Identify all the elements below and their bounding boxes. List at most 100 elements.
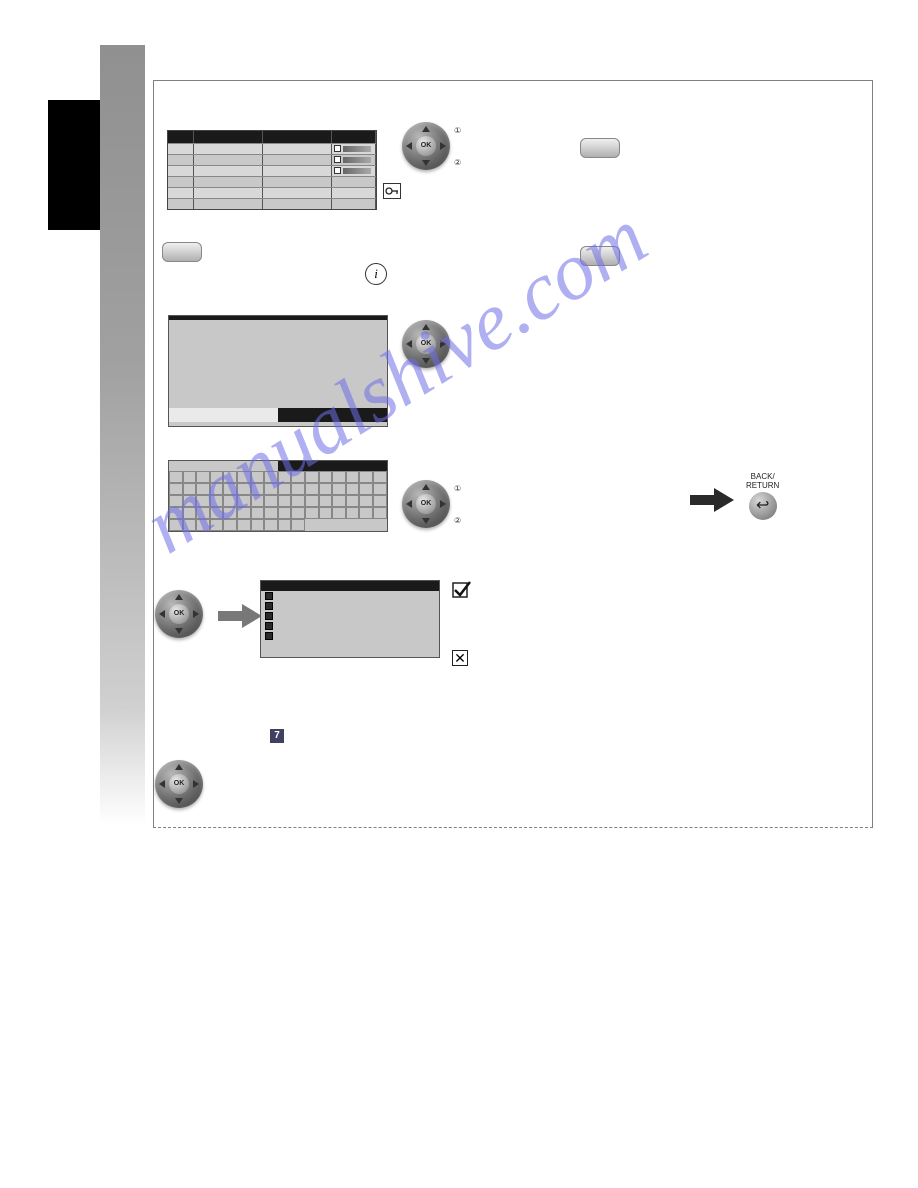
keyboard-key[interactable] — [319, 483, 333, 495]
checklist-item[interactable] — [261, 611, 439, 621]
checklist-item[interactable] — [261, 621, 439, 631]
keyboard-key[interactable] — [291, 519, 305, 531]
keyboard-key[interactable] — [319, 471, 333, 483]
ok-center-icon[interactable]: OK — [169, 604, 189, 624]
checkbox-icon[interactable] — [265, 622, 273, 630]
checklist-item[interactable] — [261, 591, 439, 601]
ok-center-icon[interactable]: OK — [169, 774, 189, 794]
checklist-titlebar — [261, 581, 439, 591]
keyboard-key[interactable] — [223, 519, 237, 531]
keyboard-key[interactable] — [237, 519, 251, 531]
keyboard-key[interactable] — [251, 507, 265, 519]
keyboard-key[interactable] — [237, 483, 251, 495]
keyboard-key[interactable] — [319, 495, 333, 507]
keyboard-key[interactable] — [278, 471, 292, 483]
checkbox-icon[interactable] — [265, 602, 273, 610]
keyboard-key[interactable] — [359, 495, 373, 507]
keyboard-key[interactable] — [169, 519, 183, 531]
keyboard-key[interactable] — [237, 507, 251, 519]
keyboard-key[interactable] — [183, 483, 197, 495]
ok-center-icon[interactable]: OK — [416, 136, 436, 156]
ok-direction-button[interactable]: OK — [402, 480, 450, 528]
ok-center-icon[interactable]: OK — [416, 494, 436, 514]
keyboard-key[interactable] — [346, 507, 360, 519]
keyboard-key[interactable] — [373, 471, 387, 483]
keyboard-key[interactable] — [291, 471, 305, 483]
keyboard-key[interactable] — [332, 507, 346, 519]
keyboard-key[interactable] — [291, 507, 305, 519]
keyboard-key[interactable] — [251, 495, 265, 507]
keyboard-key[interactable] — [332, 495, 346, 507]
keyboard-key[interactable] — [223, 483, 237, 495]
keyboard-key[interactable] — [237, 471, 251, 483]
keyboard-key[interactable] — [210, 471, 224, 483]
keyboard-key[interactable] — [305, 471, 319, 483]
keyboard-key[interactable] — [183, 495, 197, 507]
ok-direction-button[interactable]: OK — [155, 760, 203, 808]
keyboard-key[interactable] — [278, 495, 292, 507]
keyboard-key[interactable] — [373, 507, 387, 519]
keyboard-key[interactable] — [169, 507, 183, 519]
keyboard-key[interactable] — [278, 507, 292, 519]
checklist-item[interactable] — [261, 601, 439, 611]
keyboard-key[interactable] — [196, 507, 210, 519]
keyboard-key[interactable] — [264, 471, 278, 483]
keyboard-key[interactable] — [278, 519, 292, 531]
keyboard-key[interactable] — [264, 519, 278, 531]
keyboard-key[interactable] — [223, 495, 237, 507]
keyboard-key[interactable] — [183, 507, 197, 519]
return-icon[interactable]: ↩ — [749, 492, 777, 520]
keyboard-key[interactable] — [346, 471, 360, 483]
keyboard-key[interactable] — [264, 495, 278, 507]
keyboard-key[interactable] — [196, 483, 210, 495]
ok-direction-button[interactable]: OK — [402, 320, 450, 368]
keyboard-key[interactable] — [196, 519, 210, 531]
keyboard-key[interactable] — [223, 471, 237, 483]
keyboard-key[interactable] — [251, 519, 265, 531]
keyboard-key[interactable] — [305, 507, 319, 519]
keyboard-key[interactable] — [319, 507, 333, 519]
keyboard-key[interactable] — [183, 519, 197, 531]
keyboard-key[interactable] — [332, 483, 346, 495]
keyboard-key[interactable] — [291, 483, 305, 495]
arrow-right-icon — [690, 486, 736, 519]
keyboard-key[interactable] — [264, 483, 278, 495]
onscreen-keyboard[interactable] — [168, 460, 388, 532]
keyboard-key[interactable] — [223, 507, 237, 519]
keyboard-key[interactable] — [210, 507, 224, 519]
keyboard-key[interactable] — [196, 471, 210, 483]
keyboard-key[interactable] — [210, 495, 224, 507]
keyboard-key[interactable] — [359, 507, 373, 519]
ok-direction-button[interactable]: OK — [402, 122, 450, 170]
keyboard-key[interactable] — [183, 471, 197, 483]
keyboard-key[interactable] — [359, 471, 373, 483]
marker-1: ① — [454, 126, 461, 135]
keyboard-key[interactable] — [264, 507, 278, 519]
checkbox-icon[interactable] — [265, 632, 273, 640]
keyboard-key[interactable] — [210, 519, 224, 531]
keyboard-key[interactable] — [251, 471, 265, 483]
keyboard-key[interactable] — [278, 483, 292, 495]
ok-direction-button[interactable]: OK — [155, 590, 203, 638]
back-return-button[interactable]: BACK/RETURN↩ — [746, 472, 779, 520]
checklist-item[interactable] — [261, 631, 439, 641]
keyboard-key[interactable] — [332, 471, 346, 483]
keyboard-key[interactable] — [346, 483, 360, 495]
ok-center-icon[interactable]: OK — [416, 334, 436, 354]
keyboard-key[interactable] — [251, 483, 265, 495]
keyboard-key[interactable] — [373, 483, 387, 495]
keyboard-key[interactable] — [359, 483, 373, 495]
keyboard-key[interactable] — [373, 495, 387, 507]
keyboard-key[interactable] — [346, 495, 360, 507]
checkbox-icon[interactable] — [265, 592, 273, 600]
keyboard-key[interactable] — [169, 495, 183, 507]
keyboard-key[interactable] — [196, 495, 210, 507]
keyboard-key[interactable] — [237, 495, 251, 507]
keyboard-key[interactable] — [305, 495, 319, 507]
keyboard-key[interactable] — [291, 495, 305, 507]
keyboard-key[interactable] — [169, 483, 183, 495]
keyboard-key[interactable] — [169, 471, 183, 483]
checkbox-icon[interactable] — [265, 612, 273, 620]
keyboard-key[interactable] — [210, 483, 224, 495]
keyboard-key[interactable] — [305, 483, 319, 495]
